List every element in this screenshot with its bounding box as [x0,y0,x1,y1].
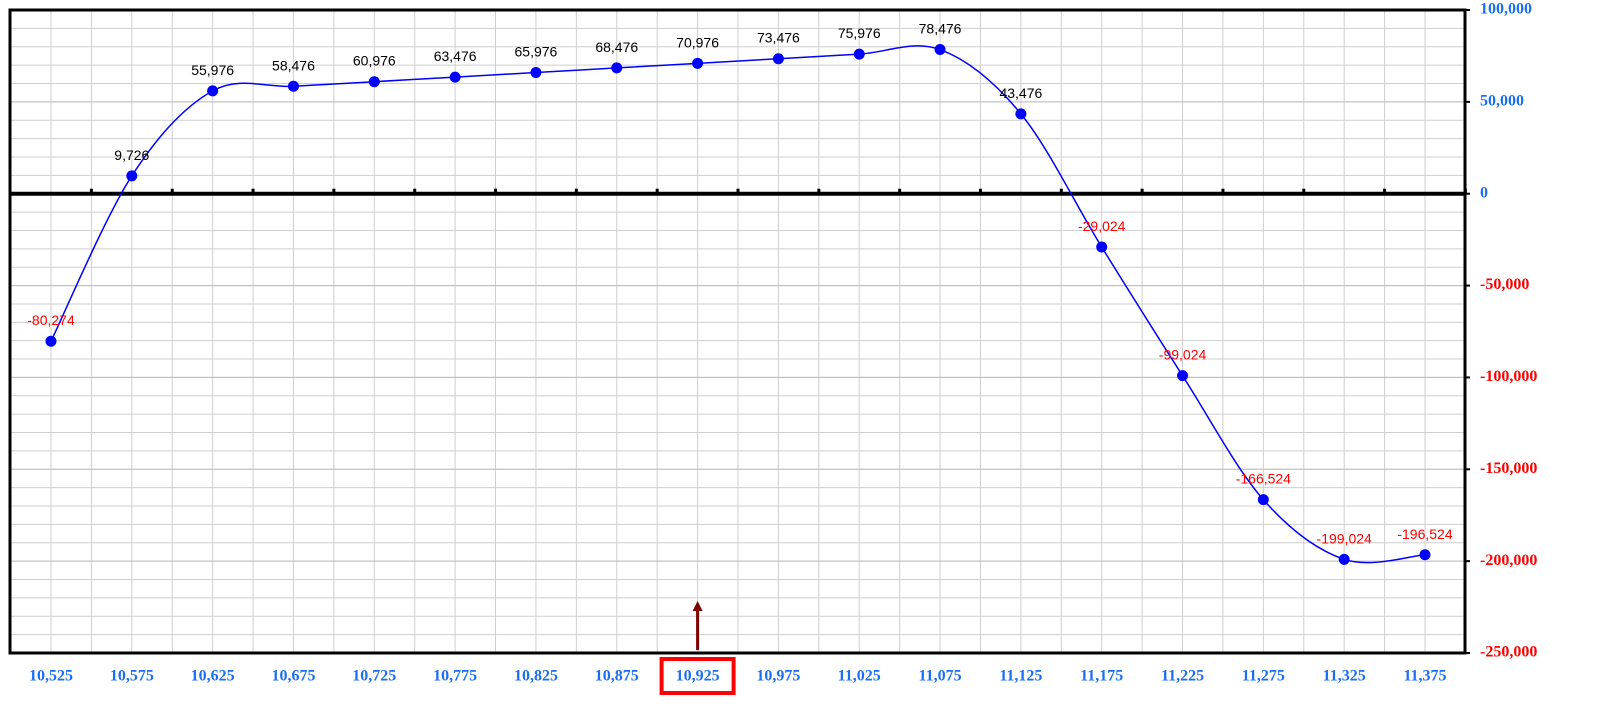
data-label: 58,476 [272,57,315,73]
x-tick-label: 10,725 [352,668,396,685]
data-label: -166,524 [1236,471,1291,487]
y-tick-label: -250,000 [1480,644,1537,661]
price-arrow-head [692,601,703,611]
data-point [1419,549,1431,561]
data-point [207,85,219,97]
data-point [287,80,299,92]
data-point [772,53,784,65]
x-tick-label: 10,925 [676,668,720,685]
data-label: 9,726 [114,147,149,163]
data-point [449,71,461,83]
x-tick-label: 11,075 [918,668,961,685]
data-label: 75,976 [838,25,881,41]
y-tick-label: 0 [1480,184,1488,201]
data-label: -196,524 [1397,526,1452,542]
data-point [692,57,704,69]
plot-frame [8,8,1467,655]
data-label: -29,024 [1078,218,1126,234]
data-label: -199,024 [1317,530,1372,546]
y-tick-label: -100,000 [1480,368,1537,385]
x-tick-label: 11,325 [1323,668,1366,685]
data-label: 70,976 [676,34,719,50]
data-label: -99,024 [1159,347,1207,363]
y-tick-label: -50,000 [1480,276,1529,293]
x-tick-label: 11,125 [999,668,1042,685]
data-label: -80,274 [27,312,75,328]
data-point [1338,553,1350,565]
y-tick-label: -200,000 [1480,552,1537,569]
data-point [853,48,865,60]
data-point [368,76,380,88]
data-point [126,170,138,182]
x-tick-label: 11,175 [1080,668,1123,685]
x-tick-label: 10,825 [514,668,558,685]
data-point [934,44,946,56]
data-point [1257,494,1269,506]
data-point [1015,108,1027,120]
x-tick-label: 10,525 [29,668,73,685]
data-label: 73,476 [757,30,800,46]
y-tick-label: 100,000 [1480,1,1532,18]
data-label: 78,476 [919,21,962,37]
x-tick-label: 11,225 [1161,668,1204,685]
x-tick-label: 10,675 [271,668,315,685]
x-tick-label: 10,875 [595,668,639,685]
x-tick-label: 11,275 [1242,668,1285,685]
data-point [45,335,57,347]
data-point [1096,241,1108,253]
x-tick-label: 11,375 [1403,668,1446,685]
data-point [530,67,542,79]
x-tick-label: 10,975 [756,668,800,685]
data-label: 63,476 [434,48,477,64]
x-tick-label: 10,625 [191,668,235,685]
x-tick-label: 11,025 [838,668,881,685]
data-label: 68,476 [595,39,638,55]
data-label: 60,976 [353,53,396,69]
data-label: 65,976 [515,44,558,60]
data-point [1177,370,1189,382]
data-point [611,62,623,74]
x-tick-label: 10,575 [110,668,154,685]
y-tick-label: -150,000 [1480,460,1537,477]
highlight-box [659,657,736,695]
x-tick-label: 10,775 [433,668,477,685]
y-tick-label: 50,000 [1480,93,1524,110]
data-label: 43,476 [999,85,1042,101]
data-label: 55,976 [191,62,234,78]
